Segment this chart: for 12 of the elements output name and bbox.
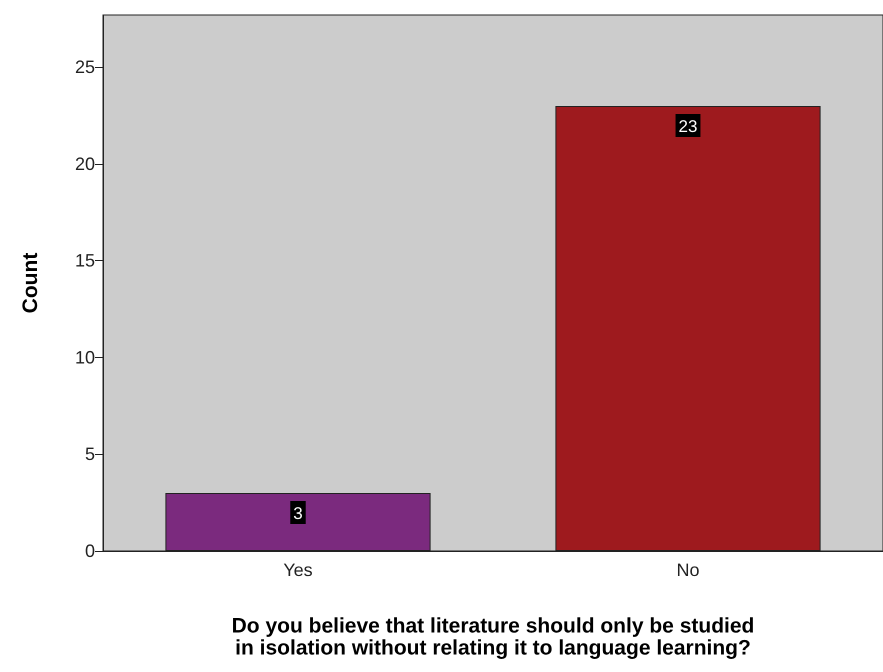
x-tick-label: Yes (283, 560, 313, 580)
y-tick-label: 25 (74, 57, 95, 78)
x-tick-label: No (676, 560, 700, 580)
y-tick-label: 20 (74, 154, 95, 174)
data-label: 3 (293, 504, 303, 523)
y-tick-label: 15 (74, 250, 95, 271)
data-label: 23 (678, 116, 698, 136)
y-tick-label: 10 (74, 348, 95, 368)
y-tick-label: 0 (84, 541, 95, 561)
x-axis-title: Do you believe that literature should only be studied in isolation without relating it to language learning? (232, 614, 754, 660)
y-axis-title: Count (19, 252, 42, 314)
y-tick-label: 5 (84, 444, 95, 464)
